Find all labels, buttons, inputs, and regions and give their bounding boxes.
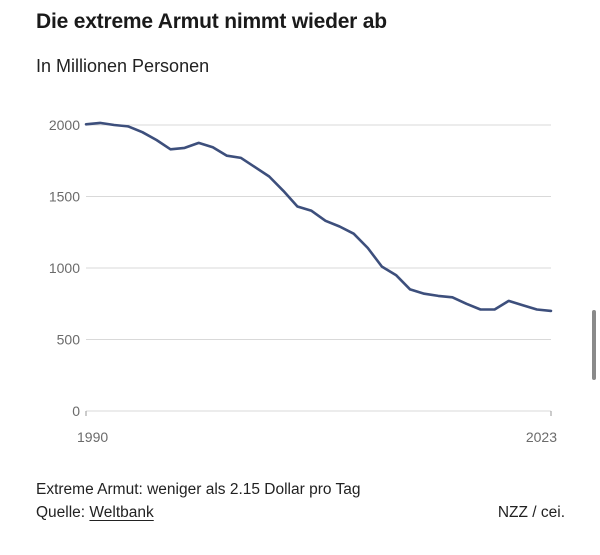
chart-title: Die extreme Armut nimmt wieder ab [36, 10, 387, 33]
grid-lines [86, 124, 551, 340]
y-tick-label: 1000 [49, 260, 80, 276]
series-line-group [84, 121, 553, 313]
x-tick-label: 1990 [77, 429, 108, 445]
source-link[interactable]: Weltbank [89, 504, 154, 521]
x-tick-label: 2023 [526, 429, 557, 445]
y-tick-label: 1500 [49, 189, 80, 205]
scrollbar-thumb[interactable] [592, 310, 596, 380]
chart-subtitle: In Millionen Personen [36, 56, 210, 76]
y-tick-label: 2000 [49, 117, 80, 133]
x-axis: 1990 2023 [77, 410, 557, 445]
series-line-extreme-poverty [84, 121, 553, 313]
y-tick-label: 0 [72, 403, 80, 419]
source-line: Quelle: Weltbank [36, 504, 154, 522]
y-axis-tick-labels: 0 500 1000 1500 2000 [49, 117, 80, 419]
source-prefix: Quelle: [36, 504, 90, 521]
footnote: Extreme Armut: weniger als 2.15 Dollar p… [36, 481, 361, 498]
credit-text: NZZ / cei. [497, 504, 565, 521]
line-chart: 0 500 1000 1500 2000 1990 2023 [49, 117, 557, 445]
y-tick-label: 500 [57, 332, 81, 348]
